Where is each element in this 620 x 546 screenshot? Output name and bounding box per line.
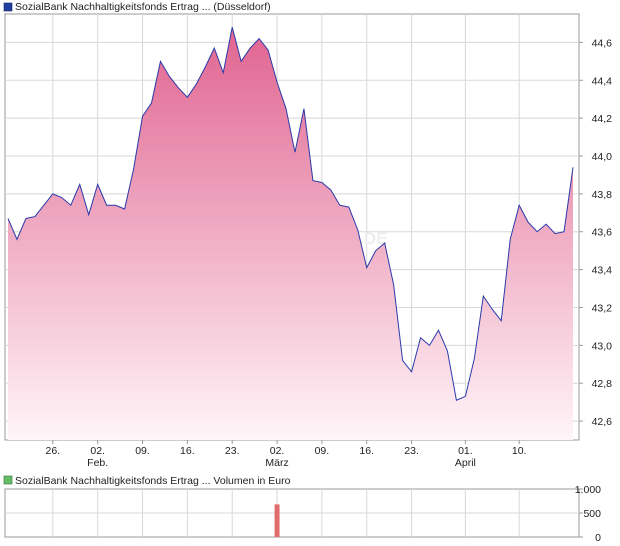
volume-y-tick-label: 0 — [595, 532, 601, 544]
price-x-tick-label: 02. — [90, 445, 105, 457]
price-line — [7, 27, 574, 401]
price-y-tick-label: 43,2 — [592, 302, 613, 314]
price-y-tick-label: 44,2 — [592, 113, 613, 125]
volume-y-tick-label: 500 — [583, 508, 601, 520]
volume-bars — [274, 504, 280, 537]
price-y-tick-label: 44,0 — [592, 151, 613, 163]
price-x-tick-label: 09. — [135, 445, 150, 457]
price-x-tick-label: 16. — [180, 445, 195, 457]
price-y-tick-label: 43,0 — [592, 340, 613, 352]
price-x-tick-label: 23. — [404, 445, 419, 457]
price-y-tick-label: 43,8 — [592, 189, 613, 201]
volume-legend-swatch — [3, 475, 13, 485]
price-y-tick-label: 42,8 — [592, 378, 613, 390]
price-y-tick-label: 44,6 — [592, 37, 613, 49]
price-x-tick-label: 16. — [359, 445, 374, 457]
volume-bar — [274, 504, 280, 537]
price-legend-label: SozialBank Nachhaltigkeitsfonds Ertrag .… — [15, 1, 271, 13]
price-x-month-label: April — [455, 457, 476, 469]
price-y-axis: 44,6 44,4 44,2 44,0 43,8 43,6 43,4 43,2 43,0 42,8… — [579, 37, 612, 428]
volume-legend-label: SozialBank Nachhaltigkeitsfonds Ertrag .… — [15, 475, 291, 487]
price-y-tick-label: 42,6 — [592, 416, 613, 428]
price-x-tick-label: 23. — [225, 445, 240, 457]
price-y-tick-label: 44,4 — [592, 75, 613, 87]
price-x-tick-label: 01. — [458, 445, 473, 457]
price-x-tick-label: 26. — [46, 445, 61, 457]
price-y-tick-label: 43,4 — [592, 265, 613, 277]
volume-y-tick-label: 1.000 — [575, 484, 601, 496]
price-x-month-label: März — [265, 457, 288, 469]
volume-grid — [5, 489, 579, 537]
price-x-tick-label: 10. — [512, 445, 527, 457]
price-x-month-label: Feb. — [87, 457, 108, 469]
price-x-tick-label: 02. — [270, 445, 285, 457]
price-y-tick-label: 43,6 — [592, 227, 613, 239]
price-area — [8, 27, 573, 440]
price-legend-swatch — [3, 2, 13, 12]
price-x-tick-label: 09. — [315, 445, 330, 457]
price-x-axis: 26. 02. 09. 16. 23. 02. 09. 16. 23. 01. 10. Feb. Mär… — [46, 440, 527, 469]
volume-y-axis: 1.000 500 0 — [575, 484, 601, 544]
